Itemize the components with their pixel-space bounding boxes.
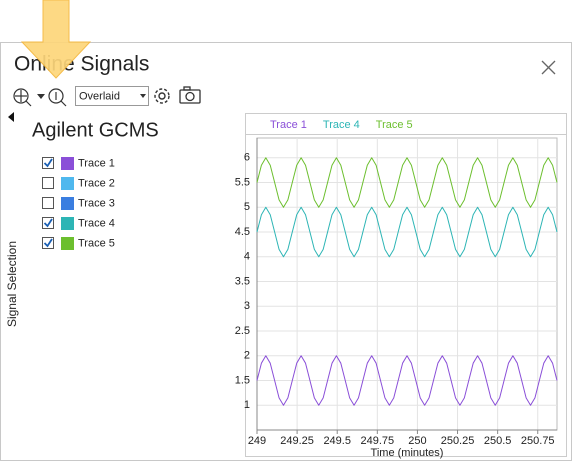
y-tick-label: 3 [244, 300, 250, 312]
signal-checkbox[interactable] [42, 157, 54, 169]
x-tick-label: 250.25 [441, 435, 475, 447]
signal-label: Trace 3 [78, 197, 115, 209]
settings-button[interactable] [154, 88, 170, 104]
signal-checkbox[interactable] [42, 177, 54, 189]
signal-color [61, 177, 74, 190]
y-tick-label: 1 [244, 399, 250, 411]
checkmark [43, 238, 53, 248]
legend-entry: Trace 5 [376, 119, 413, 131]
x-tick-label: 249.75 [360, 435, 394, 447]
x-axis-label: Time (minutes) [371, 447, 444, 459]
panel-side-label: Signal Selection [5, 241, 19, 327]
trace-line [256, 355, 558, 406]
y-tick-label: 5 [244, 201, 250, 213]
panel-title: Agilent GCMS [32, 119, 159, 141]
y-tick-label: 3.5 [235, 275, 250, 287]
x-tick-label: 250.75 [521, 435, 555, 447]
pan-zoom-tool[interactable] [13, 88, 32, 107]
checkmark [43, 158, 53, 168]
signal-color [61, 197, 74, 210]
signal-checkbox[interactable] [42, 197, 54, 209]
signal-label: Trace 1 [78, 157, 115, 169]
legend-entry: Trace 1 [270, 119, 307, 131]
signal-checkbox[interactable] [42, 217, 54, 229]
y-tick-label: 2 [244, 350, 250, 362]
x-tick-label: 249.25 [280, 435, 314, 447]
legend-entry: Trace 4 [323, 119, 360, 131]
y-tick-label: 2.5 [235, 325, 250, 337]
trace-line [256, 157, 558, 208]
zoom-tool[interactable] [48, 88, 67, 107]
tutorial-arrow [20, 0, 92, 79]
close-button[interactable] [541, 60, 556, 75]
dropdown-arrow[interactable] [37, 94, 45, 99]
signal-label: Trace 5 [78, 237, 115, 249]
plot-area [256, 137, 558, 431]
view-mode-select[interactable] [75, 86, 149, 106]
y-tick-label: 5.5 [235, 176, 250, 188]
snapshot-button[interactable] [179, 86, 201, 104]
x-tick-label: 249 [248, 435, 266, 447]
select-arrow [140, 94, 146, 98]
collapse-panel[interactable] [8, 112, 14, 122]
signal-checkbox[interactable] [42, 237, 54, 249]
signal-label: Trace 4 [78, 217, 115, 229]
x-tick-label: 249.5 [323, 435, 351, 447]
trace-line [256, 206, 558, 258]
y-tick-label: 1.5 [235, 374, 250, 386]
y-tick-label: 6 [244, 152, 250, 164]
x-tick-label: 250.5 [484, 435, 512, 447]
signal-color [61, 157, 74, 170]
signal-color [61, 217, 74, 230]
view-mode-value: Overlaid [79, 90, 120, 102]
y-tick-label: 4 [244, 251, 250, 263]
signal-color [61, 237, 74, 250]
signal-label: Trace 2 [78, 177, 115, 189]
x-tick-label: 250 [408, 435, 426, 447]
checkmark [43, 218, 53, 228]
y-tick-label: 4.5 [235, 226, 250, 238]
